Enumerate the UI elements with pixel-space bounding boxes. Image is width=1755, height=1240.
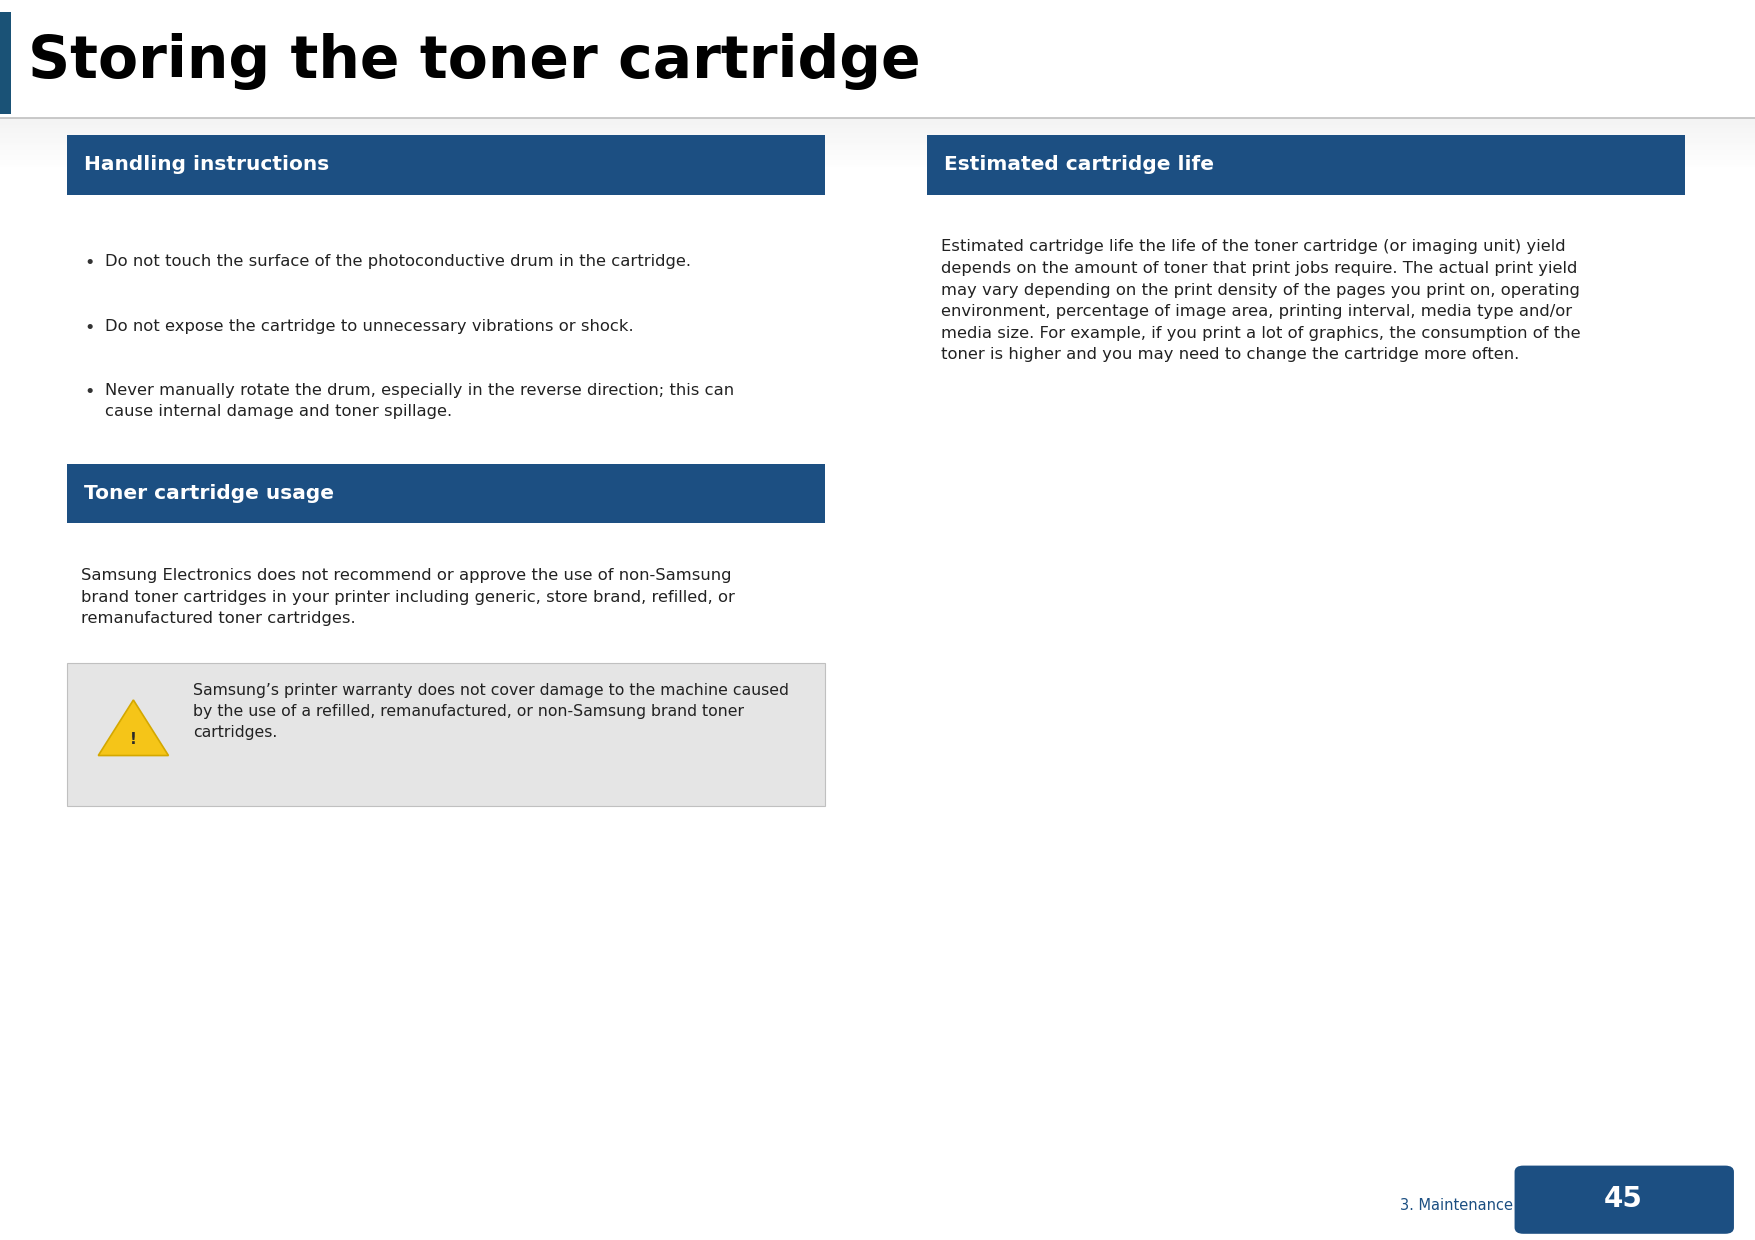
Text: Handling instructions: Handling instructions xyxy=(84,155,330,175)
Bar xyxy=(67,135,825,195)
Bar xyxy=(0,145,1755,148)
Text: 45: 45 xyxy=(1604,1185,1643,1213)
Text: Samsung’s printer warranty does not cover damage to the machine caused
by the us: Samsung’s printer warranty does not cove… xyxy=(193,683,790,740)
Bar xyxy=(927,135,1685,195)
Bar xyxy=(0,135,1755,138)
Bar xyxy=(0,118,1755,120)
Bar xyxy=(0,148,1755,150)
Bar xyxy=(0,125,1755,128)
FancyBboxPatch shape xyxy=(1515,1166,1734,1234)
Bar xyxy=(0,133,1755,135)
Text: Do not touch the surface of the photoconductive drum in the cartridge.: Do not touch the surface of the photocon… xyxy=(105,254,691,269)
Text: 3. Maintenance: 3. Maintenance xyxy=(1400,1198,1513,1213)
Bar xyxy=(0,128,1755,130)
Bar xyxy=(0,155,1755,157)
Bar xyxy=(0,157,1755,160)
Text: Toner cartridge usage: Toner cartridge usage xyxy=(84,484,333,503)
Bar xyxy=(0,153,1755,155)
Text: !: ! xyxy=(130,732,137,748)
Bar xyxy=(67,663,825,806)
Polygon shape xyxy=(98,699,168,755)
Text: Do not expose the cartridge to unnecessary vibrations or shock.: Do not expose the cartridge to unnecessa… xyxy=(105,319,634,334)
Bar xyxy=(0,130,1755,133)
Text: •: • xyxy=(84,319,95,337)
Bar xyxy=(0,150,1755,153)
Text: Estimated cartridge life the life of the toner cartridge (or imaging unit) yield: Estimated cartridge life the life of the… xyxy=(941,239,1580,362)
Bar xyxy=(0,143,1755,145)
Bar xyxy=(0,160,1755,162)
Text: •: • xyxy=(84,383,95,402)
Bar xyxy=(0,140,1755,143)
Bar xyxy=(0,120,1755,123)
Bar xyxy=(0,138,1755,140)
Bar xyxy=(0,162,1755,165)
Bar xyxy=(67,464,825,523)
Text: Storing the toner cartridge: Storing the toner cartridge xyxy=(28,33,921,91)
Text: Never manually rotate the drum, especially in the reverse direction; this can
ca: Never manually rotate the drum, especial… xyxy=(105,383,734,419)
Bar xyxy=(0,12,11,114)
Bar xyxy=(0,165,1755,167)
Text: Estimated cartridge life: Estimated cartridge life xyxy=(944,155,1214,175)
Text: •: • xyxy=(84,254,95,273)
Bar xyxy=(0,123,1755,125)
Text: Samsung Electronics does not recommend or approve the use of non-Samsung
brand t: Samsung Electronics does not recommend o… xyxy=(81,568,735,626)
